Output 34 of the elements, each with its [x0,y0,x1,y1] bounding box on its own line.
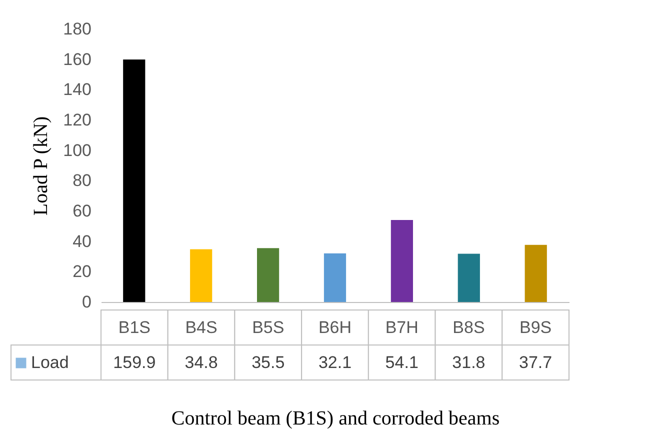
data-label: 35.5 [252,353,285,372]
x-tick-label: B7H [385,318,418,337]
data-label: 34.8 [184,353,218,372]
y-tick-label: 40 [72,232,92,251]
x-tick-label: B4S [185,318,218,337]
bar [123,59,146,302]
y-tick-label: 100 [63,140,92,160]
y-tick-label: 20 [72,262,92,282]
x-tick-label: B8S [452,318,485,337]
y-tick-label: 160 [63,50,92,69]
x-tick-label: B5S [252,318,284,337]
x-axis-title: Control beam (B1S) and corroded beams [171,408,500,430]
x-tick-label: B6H [318,318,352,337]
y-tick-label: 0 [82,292,92,312]
y-tick-label: 80 [72,171,92,190]
bar [524,244,547,302]
x-tick-label: B1S [118,318,150,337]
y-tick-label: 180 [63,20,92,38]
data-label: 37.7 [519,353,552,372]
bar [257,248,280,302]
bar [324,253,346,302]
y-tick-label: 60 [72,202,92,220]
data-label: 32.1 [318,353,352,372]
bar [190,249,212,302]
data-label: 54.1 [385,353,418,372]
legend-label: Load [31,353,69,372]
y-axis-title: Load P (kN) [30,116,52,216]
data-label: 159.9 [113,353,156,372]
y-tick-label: 140 [63,80,92,100]
bar [458,254,480,302]
bar [390,220,413,302]
x-tick-label: B9S [520,318,552,337]
y-tick-label: 120 [63,110,92,130]
data-label: 31.8 [452,353,486,372]
